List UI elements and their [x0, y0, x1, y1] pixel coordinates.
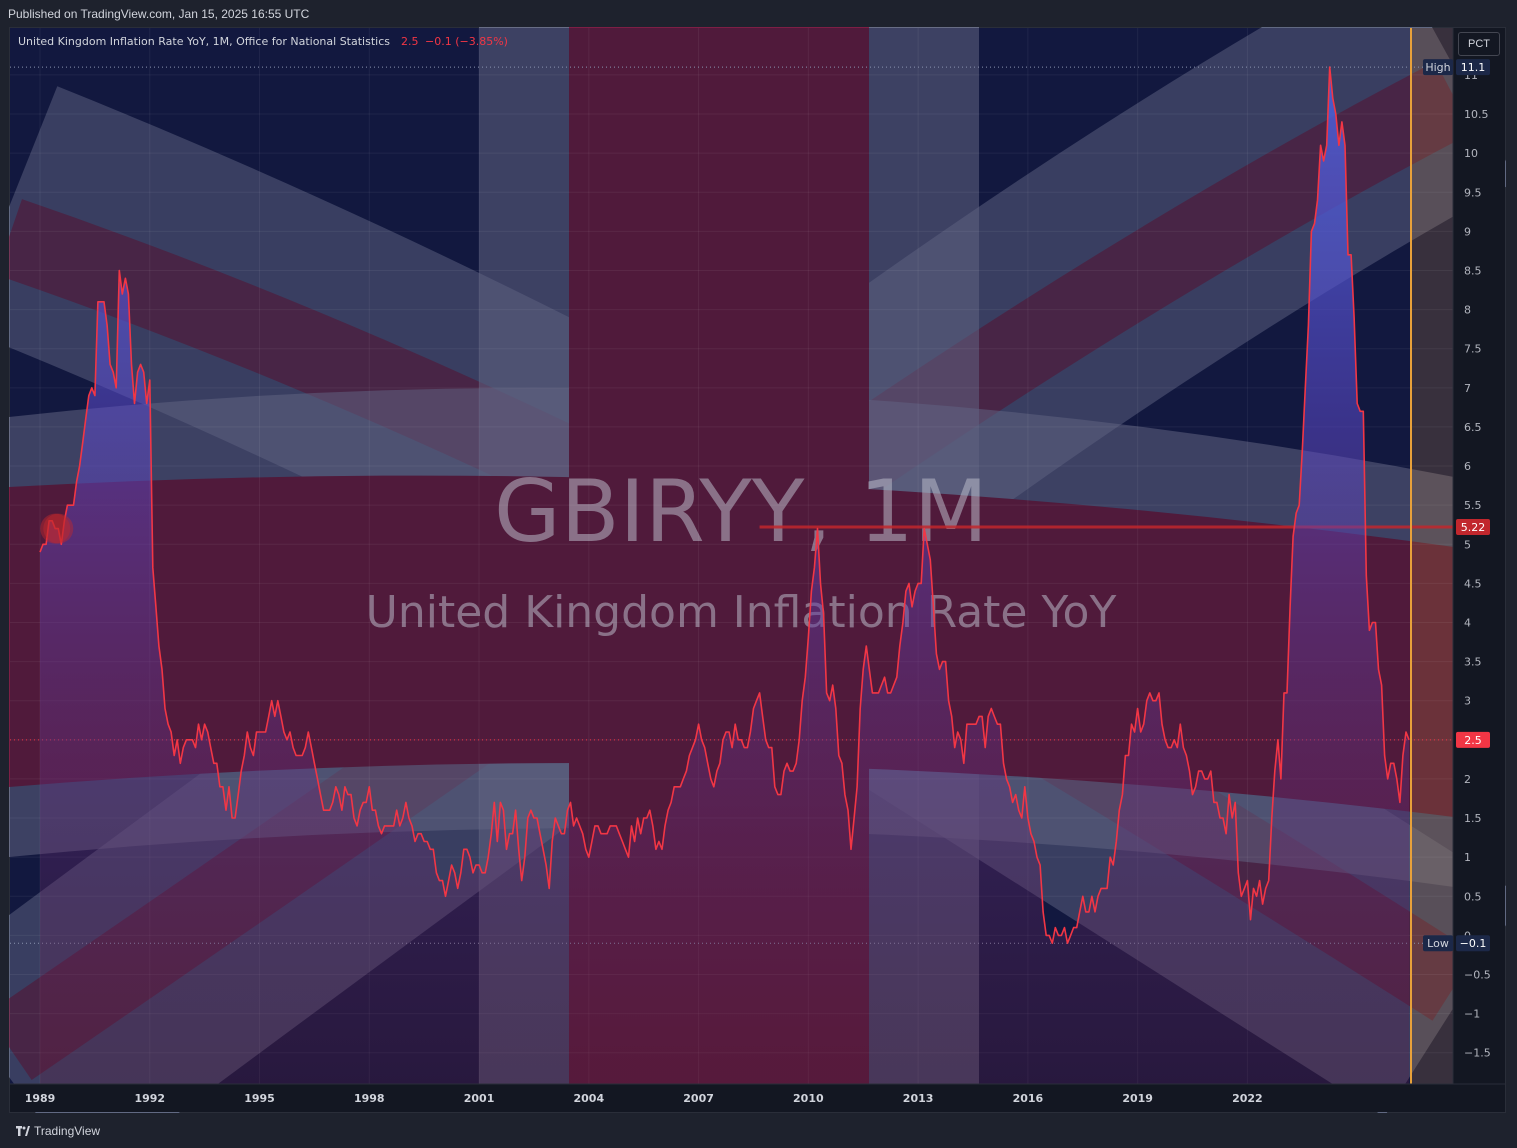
y-tick-label: −1.5 [1464, 1047, 1491, 1060]
y-tick-label: 1.5 [1464, 812, 1482, 825]
level-badge-value: 5.22 [1461, 521, 1486, 534]
chart-svg[interactable]: GBIRYY, 1M United Kingdom Inflation Rate… [9, 27, 1506, 1113]
y-tick-label: −0.5 [1464, 968, 1491, 981]
y-tick-label: 10.5 [1464, 108, 1489, 121]
time-axis[interactable] [10, 1084, 1505, 1112]
series-line [39, 66, 1410, 944]
series-area [40, 67, 1409, 1085]
x-tick-label: 1998 [354, 1092, 385, 1105]
y-tick-label: 0.5 [1464, 890, 1482, 903]
footer: TradingView [0, 1118, 1517, 1148]
x-tick-label: 1992 [134, 1092, 165, 1105]
x-tick-label: 2022 [1232, 1092, 1263, 1105]
legend-title: United Kingdom Inflation Rate YoY, 1M, O… [18, 35, 390, 48]
legend[interactable]: United Kingdom Inflation Rate YoY, 1M, O… [18, 35, 508, 48]
level-badge-value-bg [1456, 519, 1490, 536]
price-badges: High 11.1 Low −0.1 5.22 2.5 [1423, 59, 1490, 952]
y-tick-label: 8.5 [1464, 264, 1482, 277]
x-tick-label: 2010 [793, 1092, 824, 1105]
x-tick-label: 2019 [1122, 1092, 1153, 1105]
footer-brand: TradingView [34, 1124, 101, 1138]
high-badge-tag: High [1425, 61, 1450, 74]
y-tick-label: 2 [1464, 773, 1471, 786]
pct-scale-button[interactable]: PCT [1458, 32, 1500, 56]
watermark-description: United Kingdom Inflation Rate YoY [366, 587, 1117, 638]
future-zone [1411, 28, 1453, 1084]
peak-marker [40, 513, 71, 544]
high-badge-tag-bg [1423, 59, 1453, 76]
high-badge-value: 11.1 [1461, 61, 1486, 74]
peak-markers [40, 513, 74, 544]
tradingview-logo-icon [16, 1126, 30, 1136]
last-badge-value: 2.5 [1464, 734, 1482, 747]
y-tick-label: 6 [1464, 460, 1471, 473]
y-tick-label: 9.5 [1464, 186, 1482, 199]
low-badge-tag-bg [1423, 935, 1453, 952]
y-tick-label: 4 [1464, 616, 1471, 629]
x-tick-label: 1995 [244, 1092, 275, 1105]
x-tick-label: 2004 [574, 1092, 605, 1105]
low-badge-tag: Low [1427, 937, 1449, 950]
legend-change: −0.1 (−3.85%) [425, 35, 508, 48]
y-tick-label: −1 [1464, 1008, 1480, 1021]
x-tick-label: 2013 [903, 1092, 934, 1105]
y-tick-label: 3.5 [1464, 656, 1482, 669]
y-tick-label: 5 [1464, 538, 1471, 551]
y-tick-label: 6.5 [1464, 421, 1482, 434]
x-tick-label: 2007 [683, 1092, 714, 1105]
legend-last: 2.5 [401, 35, 419, 48]
x-tick-label: 2001 [464, 1092, 495, 1105]
y-tick-label: 3 [1464, 695, 1471, 708]
low-badge-value-bg [1456, 935, 1490, 952]
series-group [39, 66, 1410, 1085]
price-axis[interactable] [1453, 28, 1505, 1084]
y-tick-label: 1 [1464, 851, 1471, 864]
y-tick-label: 9 [1464, 225, 1471, 238]
published-banner: Published on TradingView.com, Jan 15, 20… [8, 7, 310, 21]
x-axis-labels: 1989 1992 1995 1998 2001 2004 2007 2010 2013 2016… [25, 1092, 1263, 1105]
y-tick-label: 5.5 [1464, 499, 1482, 512]
high-badge-value-bg [1456, 59, 1490, 76]
y-tick-label: 10 [1464, 147, 1478, 160]
last-badge-value-bg [1456, 731, 1490, 748]
y-tick-label: 7.5 [1464, 343, 1482, 356]
x-tick-label: 2016 [1013, 1092, 1044, 1105]
y-tick-label: 7 [1464, 382, 1471, 395]
y-tick-label: 4.5 [1464, 577, 1482, 590]
watermark-symbol: GBIRYY, 1M [494, 462, 988, 562]
y-tick-label: 8 [1464, 304, 1471, 317]
x-tick-label: 1989 [25, 1092, 56, 1105]
peak-marker [43, 513, 74, 544]
low-badge-value: −0.1 [1460, 937, 1487, 950]
